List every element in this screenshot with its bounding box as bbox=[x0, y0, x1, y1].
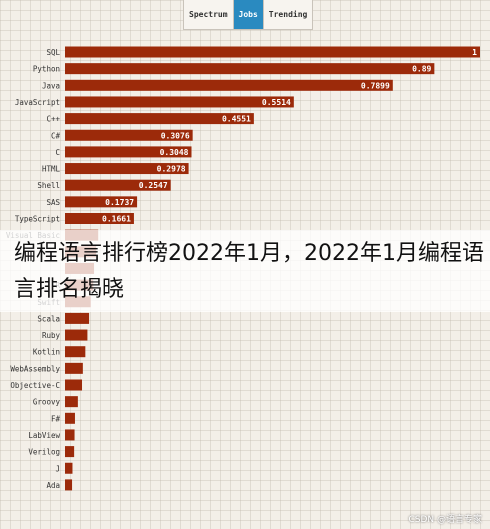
category-label: SAS bbox=[46, 198, 60, 207]
category-label: C++ bbox=[46, 115, 60, 124]
bar-typescript bbox=[65, 213, 134, 224]
value-label: 0.4551 bbox=[222, 115, 251, 124]
overlay-title: 编程语言排行榜2022年1月，2022年1月编程语言排名揭晓 bbox=[14, 241, 484, 302]
value-label: 1 bbox=[472, 48, 477, 57]
value-label: 0.1737 bbox=[105, 198, 134, 207]
category-label: Python bbox=[33, 65, 60, 74]
bar-groovy bbox=[65, 396, 78, 408]
category-label: Groovy bbox=[33, 398, 61, 407]
title-overlay-background bbox=[0, 230, 490, 312]
bar-verilog bbox=[65, 446, 75, 458]
category-label: F# bbox=[51, 414, 61, 423]
tab-spectrum[interactable]: Spectrum bbox=[184, 0, 234, 29]
category-label: J bbox=[55, 464, 60, 473]
bar-c- bbox=[65, 113, 254, 125]
watermark: CSDN @语言专家 bbox=[408, 515, 482, 525]
category-label: JavaScript bbox=[15, 98, 60, 107]
value-label: 0.3048 bbox=[160, 148, 189, 157]
bar-webassembly bbox=[65, 362, 83, 374]
bar-javascript bbox=[65, 96, 294, 108]
value-label: 0.3076 bbox=[161, 131, 190, 140]
bar-java bbox=[65, 79, 393, 91]
bar-labview bbox=[65, 429, 75, 441]
bar-html bbox=[65, 163, 189, 175]
bar-sql bbox=[65, 46, 480, 58]
bar-f- bbox=[65, 412, 75, 424]
category-label: Scala bbox=[37, 314, 60, 323]
value-label: 0.2978 bbox=[157, 165, 186, 174]
value-label: 0.2547 bbox=[139, 181, 168, 190]
category-label: Java bbox=[42, 81, 60, 90]
bar-c- bbox=[65, 129, 193, 141]
bar-j bbox=[65, 462, 73, 474]
tab-trending[interactable]: Trending bbox=[268, 10, 308, 19]
category-label: Ada bbox=[46, 481, 60, 490]
category-label: Objective-C bbox=[10, 381, 60, 390]
bar-sas bbox=[65, 196, 138, 208]
bar-scala bbox=[65, 312, 90, 324]
category-label: Kotlin bbox=[33, 348, 60, 357]
tab-jobs[interactable]: Jobs bbox=[233, 0, 264, 29]
bar-shell bbox=[65, 179, 171, 191]
category-label: LabView bbox=[28, 431, 60, 440]
bar-c bbox=[65, 146, 192, 158]
category-label: TypeScript bbox=[15, 215, 60, 224]
bar-ruby bbox=[65, 329, 88, 341]
category-label: C bbox=[55, 148, 60, 157]
category-label: Verilog bbox=[28, 448, 60, 457]
category-label: Shell bbox=[37, 181, 60, 190]
value-label: 0.5514 bbox=[262, 98, 291, 107]
value-label: 0.1661 bbox=[102, 215, 131, 224]
view-tabs: Spectrum Jobs Trending bbox=[183, 0, 314, 30]
category-label: HTML bbox=[42, 165, 61, 174]
category-label: SQL bbox=[46, 48, 60, 57]
bar-objective-c bbox=[65, 379, 83, 391]
bar-python bbox=[65, 63, 435, 75]
category-label: Ruby bbox=[42, 331, 61, 340]
category-label: C# bbox=[51, 131, 61, 140]
bar-kotlin bbox=[65, 346, 86, 358]
value-label: 0.89 bbox=[412, 65, 431, 74]
bar-ada bbox=[65, 479, 73, 491]
value-label: 0.7899 bbox=[361, 81, 390, 90]
category-label: WebAssembly bbox=[10, 364, 60, 373]
